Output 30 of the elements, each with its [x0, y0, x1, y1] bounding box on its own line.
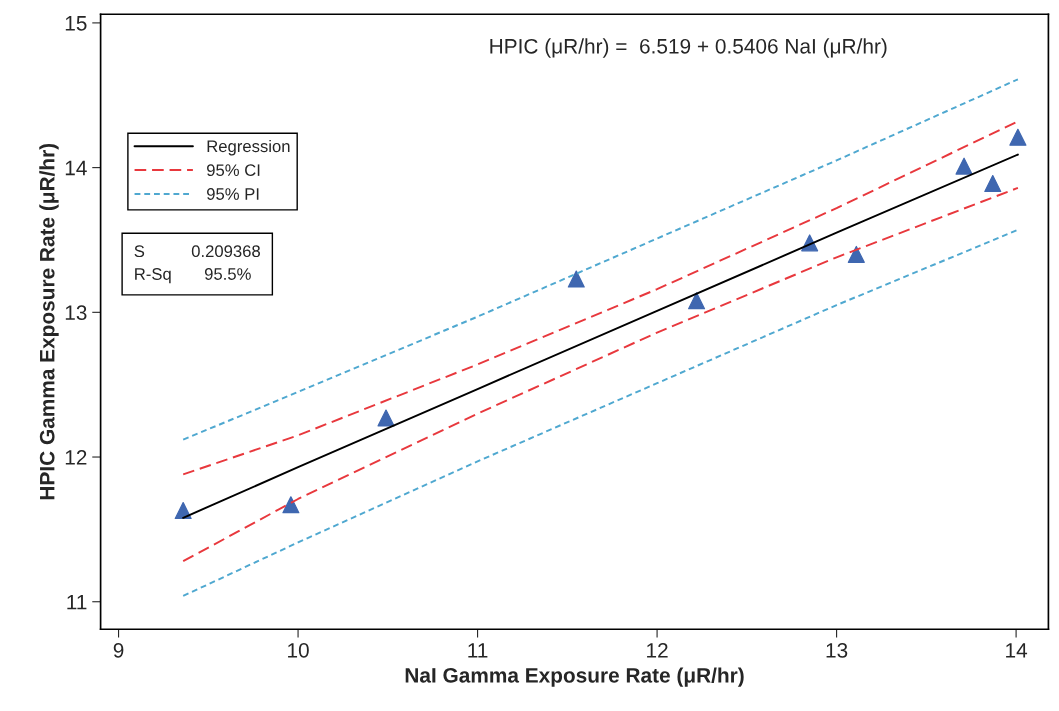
x-axis-title: NaI Gamma Exposure Rate (μR/hr)	[405, 667, 744, 687]
x-tick-label: 11	[468, 643, 488, 658]
point	[377, 409, 395, 427]
line-series	[182, 228, 1019, 597]
legend-label: Regression	[207, 139, 290, 156]
point	[567, 270, 585, 288]
x-tick-label: 10	[288, 642, 309, 658]
y-axis-title: HPIC Gamma Exposure Rate (μR/hr)	[39, 143, 59, 500]
legend-label: 95% PI	[207, 188, 259, 200]
point	[984, 174, 1002, 193]
point	[955, 157, 973, 175]
point	[847, 245, 865, 263]
legend-label: 95% CI	[207, 164, 260, 177]
y-tick-label: 13	[65, 305, 87, 321]
y-tick-label: 15	[65, 16, 87, 31]
line-series	[182, 120, 1019, 476]
line-series	[182, 186, 1019, 563]
y-tick-label: 14	[65, 160, 87, 176]
x-tick-label: 14	[1006, 643, 1028, 658]
annotation: S 0.209368 R-Sq 95.5%	[134, 245, 260, 284]
x-tick-label: 9	[113, 642, 124, 658]
point	[282, 496, 300, 514]
point	[1009, 128, 1027, 146]
x-tick-label: 13	[826, 642, 848, 658]
annotation: HPIC (μR/hr) = 6.519 + 0.5406 NaI (μR/hr)	[490, 38, 887, 58]
y-tick-label: 11	[67, 594, 87, 610]
line-series	[182, 78, 1019, 441]
point	[688, 292, 706, 310]
y-tick-label: 12	[65, 450, 87, 465]
x-tick-label: 12	[647, 642, 668, 658]
